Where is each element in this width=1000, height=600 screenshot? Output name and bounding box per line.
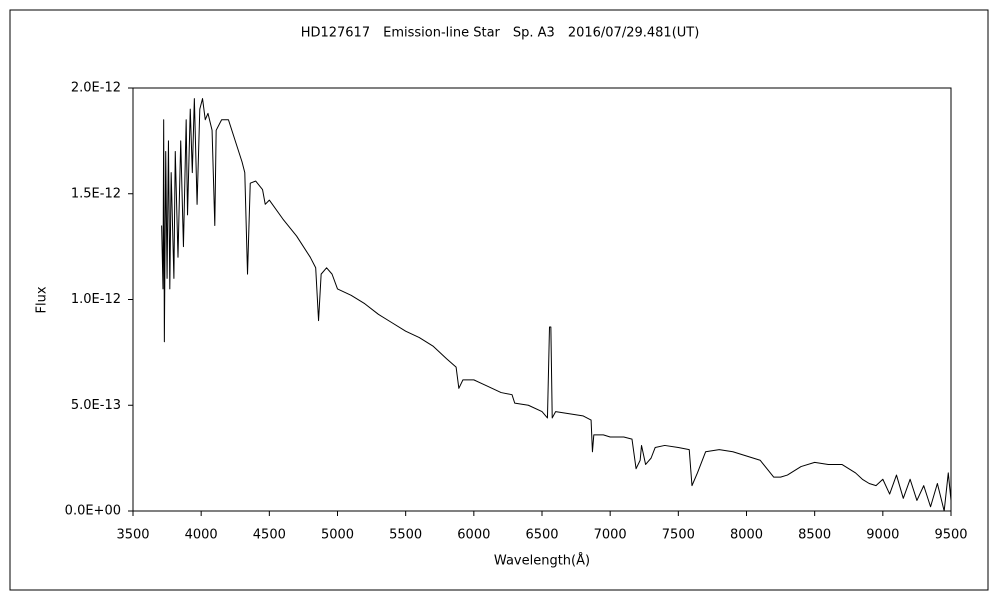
y-axis-label: Flux xyxy=(35,286,50,313)
x-tick-label: 3500 xyxy=(116,528,149,543)
chart-title: HD127617 Emission-line Star Sp. A3 2016/… xyxy=(301,26,700,41)
x-tick-label: 9000 xyxy=(866,528,899,543)
x-tick-label: 8000 xyxy=(730,528,763,543)
y-tick-label: 2.0E-12 xyxy=(71,81,121,96)
y-tick-label: 5.0E-13 xyxy=(71,398,121,413)
y-tick-label: 0.0E+00 xyxy=(65,504,121,519)
x-tick-label: 6000 xyxy=(457,528,490,543)
x-tick-label: 5500 xyxy=(389,528,422,543)
x-tick-label: 5000 xyxy=(321,528,354,543)
x-tick-label: 6500 xyxy=(525,528,558,543)
x-tick-label: 9500 xyxy=(934,528,967,543)
y-tick-label: 1.5E-12 xyxy=(71,186,121,201)
x-tick-label: 8500 xyxy=(798,528,831,543)
x-tick-label: 4000 xyxy=(185,528,218,543)
x-tick-label: 4500 xyxy=(253,528,286,543)
x-axis-label: Wavelength(Å) xyxy=(494,553,590,569)
spectrum-line xyxy=(161,98,952,512)
chart-frame xyxy=(9,9,989,591)
y-tick-label: 1.0E-12 xyxy=(71,292,121,307)
x-tick-label: 7500 xyxy=(662,528,695,543)
x-tick-label: 7000 xyxy=(594,528,627,543)
